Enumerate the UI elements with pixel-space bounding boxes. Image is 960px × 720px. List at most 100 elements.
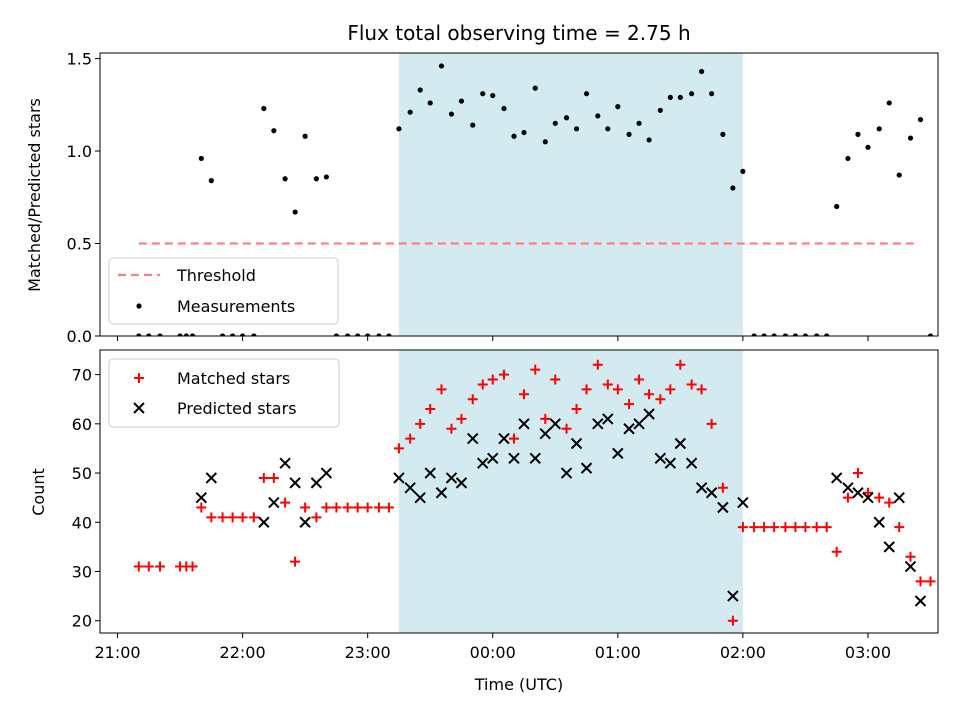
y-tick-label: 60	[72, 415, 92, 434]
predicted-star-point	[580, 462, 593, 474]
measurement-point	[552, 120, 558, 126]
measurement-point	[689, 91, 695, 97]
predicted-star-point	[674, 437, 687, 450]
matched-star-point	[133, 561, 144, 572]
matched-star-point	[634, 374, 645, 385]
matched-star-point	[300, 502, 311, 513]
predicted-star-point	[592, 418, 604, 430]
predicted-star-point	[414, 491, 426, 504]
predicted-star-point	[830, 472, 843, 484]
measurement-point	[208, 178, 214, 184]
predicted-star-point	[195, 491, 208, 504]
matched-star-point	[498, 369, 509, 380]
matched-star-point	[737, 522, 748, 533]
data-points	[136, 63, 934, 336]
measurement-point	[417, 87, 423, 93]
predicted-star-point	[467, 432, 479, 445]
predicted-star-point	[727, 590, 739, 602]
matched-star-point	[237, 512, 248, 523]
measurement-point	[198, 155, 204, 162]
measurement-point	[865, 144, 871, 150]
predicted-star-point	[477, 457, 489, 469]
measurement-point	[563, 115, 570, 121]
measurement-point	[699, 68, 705, 75]
matched-star-point	[248, 512, 259, 523]
y-tick-label: 0.5	[67, 235, 92, 254]
matched-star-point	[373, 502, 384, 513]
measurement-point	[802, 333, 809, 336]
measurement-point	[183, 333, 189, 336]
predicted-star-point	[508, 452, 520, 464]
matched-star-point	[592, 359, 603, 370]
predicted-star-point	[498, 432, 510, 445]
matched-star-point	[561, 423, 572, 434]
legend-predicted-swatch	[133, 402, 145, 414]
measurement-point	[458, 98, 465, 104]
matched-star-point	[831, 546, 842, 557]
y-tick-label: 40	[72, 513, 92, 532]
measurement-point	[427, 100, 433, 106]
predicted-star-point	[602, 413, 614, 425]
matched-star-point	[675, 359, 686, 370]
matched-star-point	[342, 502, 353, 513]
matched-star-point	[456, 413, 467, 424]
matched-star-point	[362, 502, 373, 513]
x-tick-label: 03:00	[845, 643, 891, 662]
legend-measurement-swatch	[136, 303, 142, 309]
matched-star-point	[196, 502, 207, 513]
measurement-point	[239, 333, 246, 336]
legend: Matched stars Predicted stars	[108, 358, 340, 428]
matched-star-point	[769, 522, 780, 533]
matched-star-point	[477, 379, 488, 390]
measurement-point	[251, 333, 257, 336]
matched-star-point	[759, 522, 770, 533]
matched-star-point	[790, 522, 801, 533]
chart-title: Flux total observing time = 2.75 h	[347, 21, 690, 45]
y-tick-label: 0.0	[67, 327, 92, 346]
matched-star-point	[258, 472, 269, 483]
measurement-point	[720, 131, 726, 137]
matched-star-point	[862, 487, 873, 498]
predicted-star-point	[893, 491, 905, 504]
matched-star-point	[206, 512, 217, 523]
measurement-point	[355, 333, 361, 336]
predicted-star-point	[310, 477, 323, 489]
measurement-point	[573, 126, 580, 132]
matched-star-point	[905, 551, 916, 562]
measurement-point	[271, 128, 277, 134]
matched-star-point	[446, 423, 457, 434]
y-tick-label: 50	[72, 464, 92, 483]
measurement-point	[605, 126, 611, 132]
matched-star-point	[217, 512, 228, 523]
measurement-point	[834, 203, 840, 210]
matched-star-point	[393, 443, 404, 454]
top-panel: 0.0 0.5 1.0 1.5 Threshold Measurements	[67, 50, 939, 346]
matched-star-point	[227, 512, 238, 523]
matched-star-point	[800, 522, 811, 533]
measurement-point	[761, 333, 767, 336]
measurement-point	[345, 333, 351, 336]
matched-star-point	[644, 389, 655, 400]
predicted-star-point	[393, 472, 405, 484]
measurement-point	[323, 174, 329, 180]
measurement-point	[845, 155, 851, 162]
matched-star-point	[187, 561, 198, 572]
matched-star-point	[749, 522, 760, 533]
measurement-point	[219, 333, 226, 336]
predicted-star-point	[664, 457, 677, 469]
x-tick-label: 01:00	[595, 643, 641, 662]
measurement-point	[709, 91, 715, 97]
legend-threshold-label: Threshold	[176, 266, 256, 285]
measurement-point	[177, 333, 183, 336]
measurement-point	[386, 333, 392, 336]
plot-frame	[99, 52, 939, 337]
matched-star-point	[602, 379, 613, 390]
matched-star-point	[519, 389, 530, 400]
predicted-star-point	[570, 437, 583, 450]
predicted-star-point	[289, 477, 301, 489]
y-tick-label: 70	[72, 366, 92, 385]
matched-star-point	[612, 384, 623, 395]
predicted-star-point	[258, 516, 270, 528]
bottom-y-axis-label: Count	[29, 468, 48, 516]
measurement-point	[396, 126, 402, 132]
